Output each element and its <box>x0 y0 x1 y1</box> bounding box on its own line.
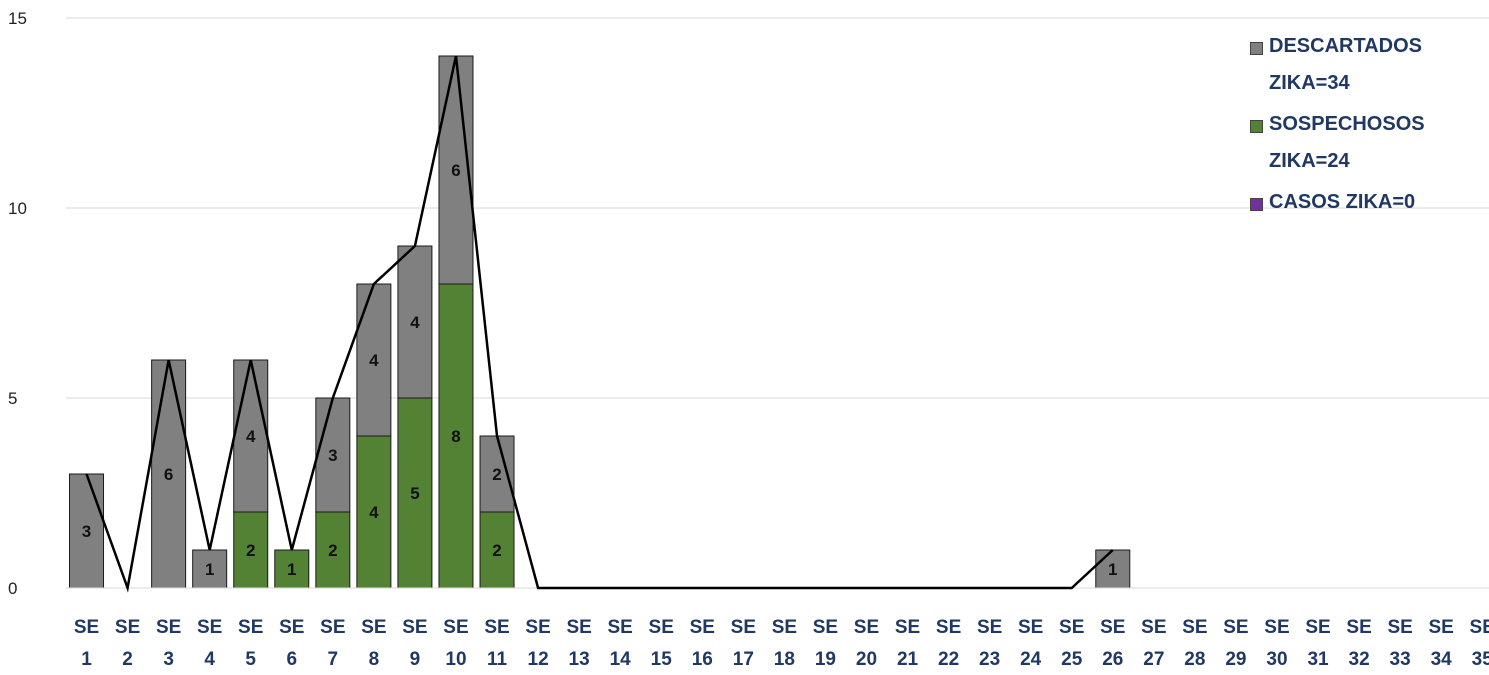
data-label: 1 <box>1108 560 1117 579</box>
total-line <box>85 55 1114 593</box>
bar-s2-9 <box>397 245 433 399</box>
x-tick-label: SE 15 <box>649 617 674 670</box>
data-label: 4 <box>246 427 256 446</box>
data-label: 2 <box>328 541 337 560</box>
data-label: 8 <box>451 427 460 446</box>
bar-s2-8 <box>356 283 392 437</box>
legend-item-casos: CASOS ZIKA=0 <box>1250 191 1480 221</box>
bar-s1-7 <box>315 511 351 589</box>
data-label: 5 <box>410 484 419 503</box>
x-tick-label: SE 8 <box>361 617 386 670</box>
data-label: 1 <box>205 560 214 579</box>
x-tick-label: SE 2 <box>115 617 140 670</box>
x-tick-label: SE 31 <box>1305 617 1330 670</box>
x-tick-label: SE 30 <box>1264 617 1289 670</box>
bar-s2-7 <box>315 397 351 513</box>
data-label: 2 <box>492 541 501 560</box>
x-tick-label: SE 11 <box>484 617 509 670</box>
x-tick-label: SE 25 <box>1059 617 1084 670</box>
legend-item-descartados: DESCARTADOS ZIKA=34 <box>1250 35 1480 102</box>
x-tick-label: SE 35 <box>1470 617 1489 670</box>
data-label: 4 <box>369 351 379 370</box>
y-tick-label: 5 <box>8 389 17 408</box>
x-tick-label: SE 28 <box>1182 617 1207 670</box>
x-tick-label: SE 21 <box>895 617 920 670</box>
x-tick-label: SE 22 <box>936 617 961 670</box>
y-tick-label: 10 <box>8 199 27 218</box>
legend-swatch-sospechosos <box>1250 120 1263 133</box>
x-tick-label: SE 1 <box>74 617 99 670</box>
x-tick-label: SE 29 <box>1223 617 1248 670</box>
data-label: 3 <box>328 446 337 465</box>
x-tick-label: SE 32 <box>1346 617 1371 670</box>
data-label: 3 <box>82 522 91 541</box>
data-label: 4 <box>410 313 420 332</box>
x-tick-label: SE 23 <box>977 617 1002 670</box>
x-tick-label: SE 26 <box>1100 617 1125 670</box>
legend-label-sospechosos: SOSPECHOSOS ZIKA=24 <box>1269 113 1425 172</box>
x-tick-label: SE 16 <box>690 617 715 670</box>
bar-s1-11 <box>479 511 515 589</box>
legend-swatch-descartados <box>1250 42 1263 55</box>
x-tick-label: SE 7 <box>320 617 345 670</box>
x-tick-label: SE 17 <box>731 617 756 670</box>
x-tick-label: SE 18 <box>772 617 797 670</box>
x-tick-label: SE 5 <box>238 617 263 670</box>
x-tick-label: SE 6 <box>279 617 304 670</box>
data-label: 1 <box>287 560 296 579</box>
bar-s2-26 <box>1095 549 1131 589</box>
x-tick-label: SE 33 <box>1387 617 1412 670</box>
x-tick-label: SE 20 <box>854 617 879 670</box>
data-label: 6 <box>164 465 173 484</box>
data-label: 4 <box>369 503 379 522</box>
data-label: 6 <box>451 161 460 180</box>
x-tick-label: SE 19 <box>813 617 838 670</box>
legend-label-casos: CASOS ZIKA=0 <box>1269 191 1416 213</box>
x-tick-label: SE 9 <box>402 617 427 670</box>
x-tick-label: SE 14 <box>607 617 632 670</box>
data-label: 2 <box>246 541 255 560</box>
x-tick-label: SE 4 <box>197 617 222 670</box>
x-tick-label: SE 13 <box>566 617 591 670</box>
legend-swatch-casos <box>1250 198 1263 211</box>
data-label: 2 <box>492 465 501 484</box>
x-tick-label: SE 10 <box>443 617 468 670</box>
x-tick-label: SE 3 <box>156 617 181 670</box>
legend-label-descartados: DESCARTADOS ZIKA=34 <box>1269 35 1422 94</box>
bar-s1-8 <box>356 435 392 589</box>
y-tick-label: 0 <box>8 579 17 598</box>
x-tick-label: SE 27 <box>1141 617 1166 670</box>
chart-legend: DESCARTADOS ZIKA=34 SOSPECHOSOS ZIKA=24 … <box>1250 35 1480 233</box>
bar-s1-9 <box>397 397 433 589</box>
y-tick-label: 15 <box>8 9 27 28</box>
x-tick-label: SE 12 <box>525 617 550 670</box>
bar-s2-1 <box>69 473 105 589</box>
legend-item-sospechosos: SOSPECHOSOS ZIKA=24 <box>1250 113 1480 180</box>
x-tick-label: SE 34 <box>1428 617 1453 670</box>
bar-s1-6 <box>274 549 310 589</box>
x-tick-label: SE 24 <box>1018 617 1043 670</box>
